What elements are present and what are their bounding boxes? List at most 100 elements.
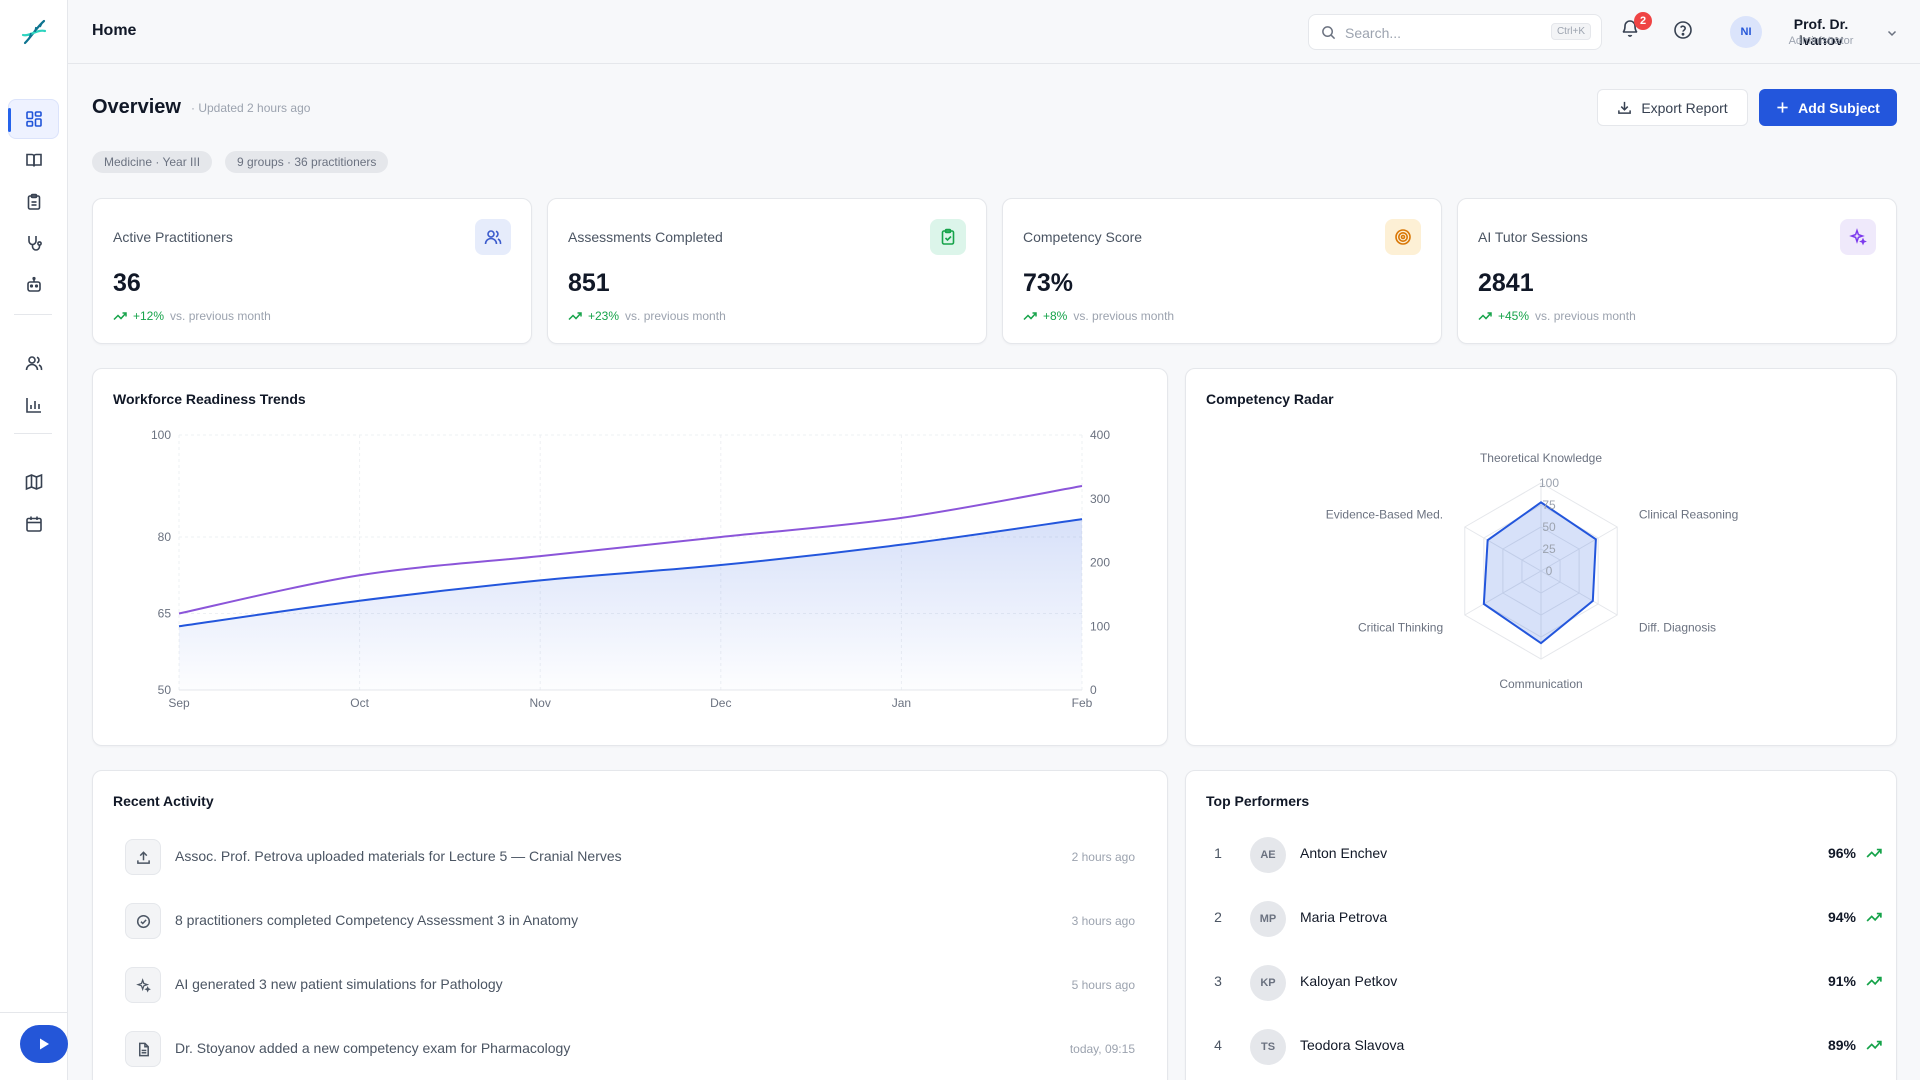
stat-trend: +8% vs. previous month — [1023, 309, 1174, 323]
dna-logo-icon — [21, 19, 47, 45]
trends-title: Workforce Readiness Trends — [113, 391, 306, 407]
stat-card-active-practitioners: Active Practitioners 36 +12% vs. previou… — [92, 198, 532, 344]
activity-time: 2 hours ago — [1071, 850, 1135, 864]
stat-note: vs. previous month — [1073, 309, 1175, 323]
nav-calendar[interactable] — [8, 504, 59, 544]
trending-up-icon — [1866, 912, 1882, 922]
add-subject-button[interactable]: Add Subject — [1759, 89, 1897, 126]
nav-ai-tutor[interactable] — [8, 265, 59, 305]
y-right-tick-label: 0 — [1090, 683, 1097, 697]
activity-item[interactable]: AI generated 3 new patient simulations f… — [125, 965, 1135, 1005]
search-shortcut: Ctrl+K — [1550, 23, 1591, 40]
stat-card-ai-tutor-sessions: AI Tutor Sessions 2841 +45% vs. previous… — [1457, 198, 1897, 344]
search-box[interactable]: Ctrl+K — [1308, 14, 1602, 50]
nav-library[interactable] — [8, 140, 59, 180]
upload-icon — [136, 850, 150, 864]
activity-icon — [125, 967, 161, 1003]
trending-up-icon — [113, 312, 127, 321]
radar-spoke — [1464, 526, 1542, 572]
stat-note: vs. previous month — [170, 309, 271, 323]
stat-label: Assessments Completed — [568, 229, 723, 245]
nav-divider — [14, 433, 52, 434]
app-logo[interactable] — [16, 14, 52, 50]
user-name[interactable]: Prof. Dr. Ivanov — [1793, 16, 1849, 48]
stat-note: vs. previous month — [625, 309, 726, 323]
stat-label: Active Practitioners — [113, 229, 233, 245]
trends-card: Workforce Readiness Trends 50 65 80 100 0 100… — [92, 368, 1168, 746]
stat-delta: +12% — [133, 309, 165, 323]
x-tick-label: Sep — [168, 696, 190, 710]
search-icon — [1322, 26, 1336, 40]
nav-analytics[interactable] — [8, 385, 59, 425]
x-tick-label: Oct — [350, 696, 369, 710]
stat-icon-box — [930, 219, 966, 255]
y-right-tick-label: 400 — [1090, 428, 1110, 442]
radar-tick-label: 100 — [1539, 476, 1559, 490]
activity-icon — [125, 839, 161, 875]
recent-activity-card: Recent Activity Assoc. Prof. Petrova upl… — [92, 770, 1168, 1080]
trending-up-icon — [1023, 312, 1037, 321]
performer-row[interactable]: 4 TS Teodora Slavova 89% — [1206, 1027, 1896, 1067]
notifications-button[interactable] — [1620, 18, 1648, 46]
performer-row[interactable]: 2 MP Maria Petrova 94% — [1206, 899, 1896, 939]
export-report-button[interactable]: Export Report — [1597, 89, 1748, 126]
nav-practitioners[interactable] — [8, 343, 59, 383]
page-breadcrumb: Home — [92, 22, 137, 39]
performer-avatar: KP — [1250, 965, 1286, 1001]
plus-icon — [1777, 102, 1788, 113]
performer-avatar: TS — [1250, 1029, 1286, 1065]
top-performers-card: Top Performers 1 AE Anton Enchev 96% 2 M… — [1185, 770, 1897, 1080]
radar-spoke — [1540, 526, 1618, 572]
target-icon — [1395, 229, 1411, 245]
file-icon — [138, 1042, 149, 1056]
stat-trend: +45% vs. previous month — [1478, 309, 1636, 323]
chevron-down-icon — [1887, 30, 1897, 37]
performer-name: Kaloyan Petkov — [1300, 973, 1398, 989]
activity-time: 3 hours ago — [1071, 914, 1135, 928]
performer-name: Maria Petrova — [1300, 909, 1388, 925]
radar-spoke — [1540, 570, 1618, 616]
performer-score: 96% — [1827, 845, 1856, 861]
user-avatar[interactable]: NI — [1730, 16, 1762, 48]
performer-row[interactable]: 1 AE Anton Enchev 96% — [1206, 835, 1896, 875]
book-open-icon — [25, 153, 42, 167]
search-input[interactable] — [1345, 23, 1535, 43]
map-icon — [25, 473, 42, 491]
nav-curriculum-map[interactable] — [8, 462, 59, 502]
performer-score: 89% — [1827, 1037, 1856, 1053]
nav-dashboard[interactable] — [8, 99, 59, 139]
performer-score: 91% — [1827, 973, 1856, 989]
play-button[interactable] — [20, 1025, 68, 1063]
top-performers-title: Top Performers — [1206, 793, 1310, 809]
y-left-tick-label: 100 — [151, 428, 171, 442]
user-menu-toggle[interactable] — [1886, 26, 1898, 44]
performer-row[interactable]: 3 KP Kaloyan Petkov 91% — [1206, 963, 1896, 1003]
stethoscope-icon — [27, 236, 42, 251]
stat-value: 36 — [113, 269, 141, 297]
users-icon — [25, 356, 42, 371]
activity-item[interactable]: 8 practitioners completed Competency Ass… — [125, 901, 1135, 941]
radar-area — [1482, 501, 1597, 645]
help-circle-icon — [1674, 21, 1692, 39]
activity-item[interactable]: Assoc. Prof. Petrova uploaded materials … — [125, 837, 1135, 877]
help-button[interactable] — [1673, 20, 1693, 45]
stat-delta: +8% — [1043, 309, 1068, 323]
trending-up-icon — [1866, 848, 1882, 858]
activity-item[interactable]: Dr. Stoyanov added a new competency exam… — [125, 1029, 1135, 1069]
clipboard-check-icon — [941, 228, 955, 245]
radar-tick-label: 50 — [1542, 520, 1556, 534]
play-icon — [40, 1038, 49, 1050]
stat-card-competency-score: Competency Score 73% +8% vs. previous mo… — [1002, 198, 1442, 344]
radar-axis-label: Communication — [1499, 677, 1582, 691]
program-chip: Medicine · Year III — [92, 151, 213, 173]
page-title: Overview — [92, 96, 181, 118]
performer-avatar: MP — [1250, 901, 1286, 937]
nav-clinical[interactable] — [8, 223, 59, 263]
add-subject-label: Add Subject — [1798, 99, 1880, 116]
nav-assessments[interactable] — [8, 182, 59, 222]
notification-badge: 2 — [1634, 12, 1652, 30]
trending-up-icon — [1866, 976, 1882, 986]
performer-name: Anton Enchev — [1300, 845, 1388, 861]
x-tick-label: Nov — [530, 696, 551, 710]
robot-icon — [26, 276, 41, 292]
